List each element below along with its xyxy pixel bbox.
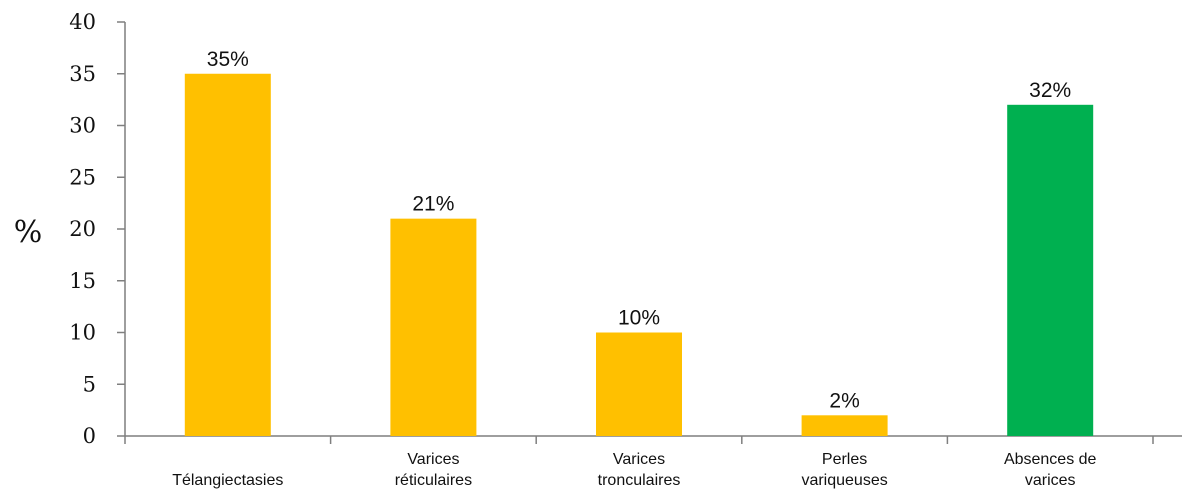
x-tick-label: varices bbox=[1025, 472, 1076, 489]
x-tick-label: variqueuses bbox=[801, 472, 887, 489]
y-axis-label: % bbox=[14, 215, 43, 250]
y-tick-label: 15 bbox=[69, 269, 96, 293]
data-label: 10% bbox=[618, 307, 660, 330]
data-label: 21% bbox=[412, 193, 454, 216]
bar bbox=[801, 415, 888, 436]
x-tick-label: Varices bbox=[613, 451, 665, 468]
data-label: 35% bbox=[207, 48, 249, 71]
y-tick-label: 40 bbox=[69, 10, 96, 34]
bar bbox=[596, 332, 682, 436]
y-tick-label: 0 bbox=[83, 424, 96, 448]
x-tick-label: Absences de bbox=[1004, 451, 1097, 468]
bar bbox=[184, 73, 271, 436]
y-tick-label: 30 bbox=[69, 114, 96, 138]
x-tick-label: Perles bbox=[822, 451, 867, 468]
y-tick-label: 5 bbox=[83, 372, 96, 396]
bar bbox=[390, 218, 477, 436]
x-tick-label: réticulaires bbox=[395, 472, 472, 489]
y-tick-label: 35 bbox=[69, 62, 96, 86]
data-label: 2% bbox=[829, 389, 859, 412]
y-tick-label: 25 bbox=[69, 165, 96, 189]
x-tick-labels: Télangiectasies Varices réticulaires Varice… bbox=[172, 451, 1096, 489]
x-tick-label: Télangiectasies bbox=[172, 472, 283, 489]
y-tick-labels: 0 5 10 15 20 25 30 35 40 bbox=[69, 10, 96, 448]
y-tick-label: 20 bbox=[69, 217, 96, 241]
data-label: 32% bbox=[1029, 79, 1071, 102]
bars bbox=[184, 73, 1094, 437]
bar bbox=[1007, 104, 1094, 437]
y-tick-label: 10 bbox=[69, 321, 96, 345]
x-tick-label: tronculaires bbox=[598, 472, 681, 489]
data-labels: 35% 21% 10% 2% 32% bbox=[207, 48, 1071, 413]
x-tick-label: Varices bbox=[407, 451, 459, 468]
